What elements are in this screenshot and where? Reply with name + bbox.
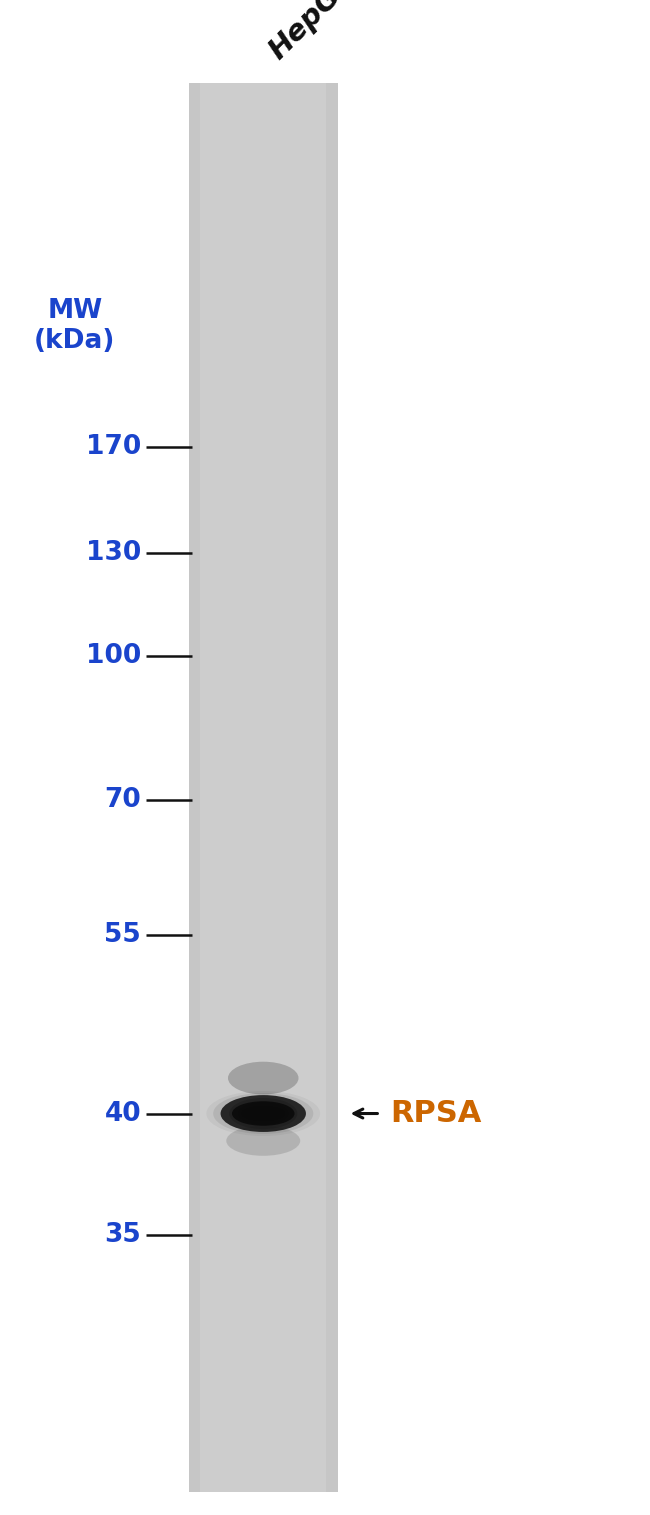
Text: 40: 40: [105, 1100, 141, 1127]
Text: 70: 70: [104, 786, 141, 814]
Bar: [188, 83, 338, 1492]
Ellipse shape: [242, 1106, 285, 1121]
Text: 55: 55: [104, 921, 141, 948]
Ellipse shape: [213, 1094, 313, 1133]
Ellipse shape: [232, 1101, 294, 1126]
Ellipse shape: [226, 1126, 300, 1156]
Ellipse shape: [253, 1110, 274, 1117]
Text: 170: 170: [86, 433, 141, 461]
Text: MW
(kDa): MW (kDa): [34, 298, 116, 353]
Text: 35: 35: [104, 1221, 141, 1248]
Bar: [188, 83, 200, 1492]
Text: RPSA: RPSA: [390, 1098, 482, 1129]
Ellipse shape: [228, 1062, 298, 1094]
Text: HepG2: HepG2: [263, 0, 360, 65]
Bar: [326, 83, 338, 1492]
Ellipse shape: [229, 1098, 298, 1129]
Ellipse shape: [220, 1095, 306, 1132]
Ellipse shape: [220, 1095, 306, 1132]
Ellipse shape: [246, 1107, 280, 1120]
Text: 100: 100: [86, 642, 141, 670]
Text: 130: 130: [86, 539, 141, 567]
Ellipse shape: [238, 1101, 289, 1126]
